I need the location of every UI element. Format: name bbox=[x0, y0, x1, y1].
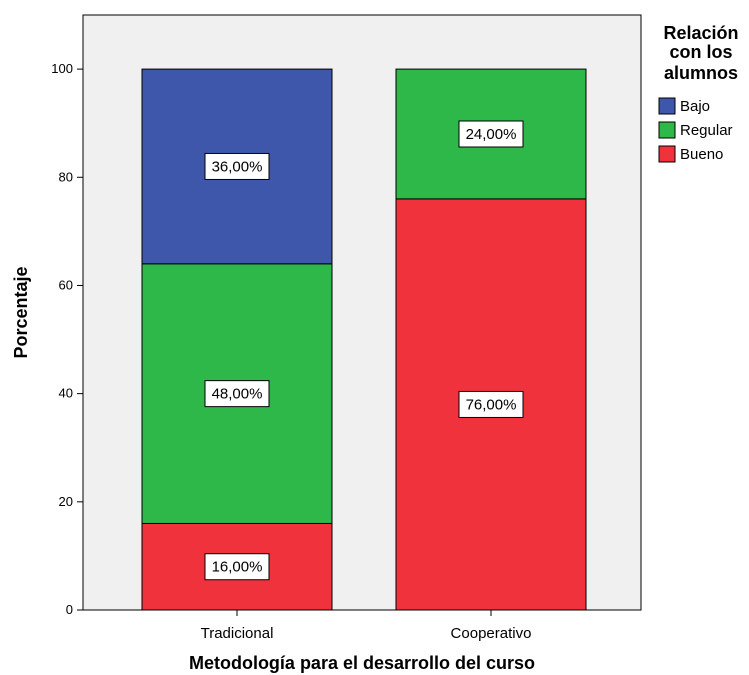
legend-label-bueno: Bueno bbox=[680, 146, 723, 163]
y-tick-label-0: 0 bbox=[66, 602, 73, 617]
legend-title-line-3: alumnos bbox=[664, 63, 738, 83]
legend: Relación con los alumnos Bajo Regular Buen… bbox=[658, 23, 739, 163]
legend-swatch-bajo bbox=[658, 97, 676, 115]
y-tick-label-20: 20 bbox=[59, 494, 73, 509]
x-tick-label-cooperativo: Cooperativo bbox=[451, 625, 532, 642]
y-tick-label-40: 40 bbox=[59, 386, 73, 401]
legend-swatch-regular bbox=[658, 121, 676, 139]
legend-swatch-bueno bbox=[658, 145, 676, 163]
x-tick-label-tradicional: Tradicional bbox=[201, 625, 274, 642]
legend-title-line-2: con los bbox=[669, 42, 732, 62]
y-tick-label-60: 60 bbox=[59, 277, 73, 292]
x-axis-title: Metodología para el desarrollo del curso bbox=[189, 653, 535, 673]
data-label-box-cooperativo-regular bbox=[458, 120, 524, 148]
y-axis: 0 20 40 60 80 100 bbox=[51, 61, 83, 617]
legend-label-bajo: Bajo bbox=[680, 98, 710, 115]
y-tick-label-100: 100 bbox=[51, 61, 73, 76]
data-label-box-cooperativo-bueno bbox=[458, 390, 524, 418]
data-label-box-tradicional-regular bbox=[204, 380, 270, 408]
legend-title-line-1: Relación bbox=[663, 23, 738, 43]
data-label-box-tradicional-bueno bbox=[204, 553, 270, 581]
data-label-tradicional-bueno: 16,00% bbox=[212, 559, 263, 576]
data-label-tradicional-regular: 48,00% bbox=[212, 386, 263, 403]
legend-label-regular: Regular bbox=[680, 122, 733, 139]
y-axis-title: Porcentaje bbox=[11, 266, 31, 358]
data-label-cooperativo-bueno: 76,00% bbox=[466, 396, 517, 413]
data-label-box-tradicional-bajo bbox=[204, 152, 270, 180]
data-label-tradicional-bajo: 36,00% bbox=[212, 158, 263, 175]
y-tick-label-80: 80 bbox=[59, 169, 73, 184]
x-axis: Tradicional Cooperativo bbox=[201, 610, 532, 642]
data-label-cooperativo-regular: 24,00% bbox=[466, 126, 517, 143]
bars-group: 16,00% 48,00% 36,00% 76,00% 24,00% bbox=[141, 68, 587, 611]
